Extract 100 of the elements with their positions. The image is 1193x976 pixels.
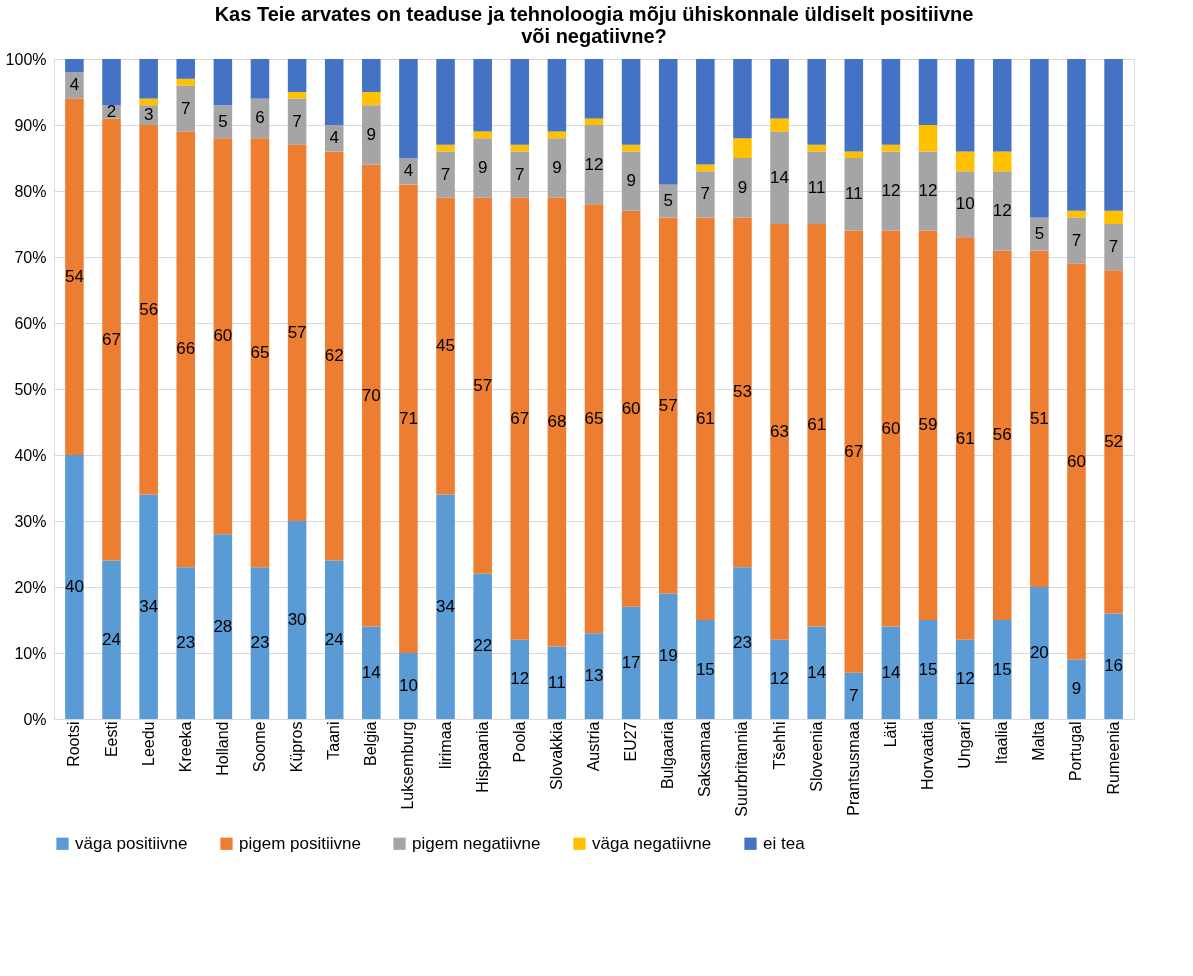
bar [992, 620, 1012, 719]
bar [807, 151, 826, 224]
legend-label: väga negatiivne [592, 833, 712, 853]
bar [510, 144, 530, 152]
bar [139, 59, 158, 99]
data-label: 61 [955, 428, 975, 448]
data-label: 57 [658, 395, 678, 415]
x-tick-label: Küpros [288, 721, 306, 773]
bar [287, 144, 307, 521]
data-label: 10 [398, 676, 418, 695]
x-tick-label: Bulgaaria [659, 721, 677, 790]
data-label: 12 [510, 669, 530, 689]
x-tick-label: Rumeenia [1104, 721, 1122, 795]
bar [918, 125, 938, 152]
bar [844, 230, 864, 673]
bar [399, 184, 418, 653]
data-label: 11 [844, 184, 863, 204]
bar [918, 151, 938, 231]
data-label: 12 [770, 669, 790, 689]
bar [584, 633, 604, 719]
y-tick-label: 60% [14, 314, 47, 332]
bar [881, 626, 901, 719]
y-tick-label: 50% [14, 380, 47, 398]
x-tick-label: Horvaatia [919, 721, 937, 790]
bar [584, 59, 604, 119]
bar [1030, 587, 1049, 719]
data-label: 56 [992, 425, 1012, 445]
bar [436, 494, 455, 719]
bar [1067, 210, 1086, 218]
bar [139, 494, 158, 719]
bar [1067, 59, 1086, 211]
bar [250, 567, 270, 719]
data-label: 62 [324, 346, 344, 365]
bar [324, 151, 344, 561]
bar [547, 197, 567, 647]
x-tick-label: Iirimaa [436, 721, 454, 770]
bar [65, 59, 84, 73]
data-label: 9 [737, 177, 748, 197]
bar [65, 72, 84, 99]
data-label: 53 [732, 382, 752, 402]
data-label: 34 [139, 596, 159, 616]
bar [436, 59, 455, 145]
bar [733, 138, 752, 158]
data-label: 28 [213, 616, 233, 636]
bar [696, 164, 715, 172]
bar [1104, 613, 1123, 719]
bar [473, 138, 492, 198]
data-label: 9 [366, 124, 377, 144]
data-label: 71 [398, 408, 418, 428]
bar [992, 59, 1012, 152]
data-label: 60 [1067, 451, 1086, 471]
data-label: 24 [102, 629, 121, 649]
bar [324, 59, 344, 125]
x-tick-label: Suurbritannia [733, 721, 751, 817]
data-label: 13 [584, 666, 604, 686]
data-label: 7 [181, 98, 191, 118]
bar [844, 151, 864, 158]
data-label: 14 [361, 662, 381, 682]
bar [139, 98, 158, 106]
bar [102, 59, 121, 106]
x-tick-label: Poola [510, 721, 528, 763]
data-label: 19 [658, 646, 678, 666]
bar [102, 118, 121, 561]
bar [733, 158, 752, 218]
bar [473, 131, 492, 139]
x-tick-label: Hispaania [473, 721, 491, 793]
x-tick-label: Portugal [1067, 721, 1085, 782]
bar [1030, 250, 1049, 587]
x-tick-label: Leedu [139, 721, 157, 766]
data-label: 67 [844, 441, 864, 461]
x-tick-label: Itaalia [993, 721, 1011, 765]
bar [584, 204, 604, 634]
bar [696, 171, 715, 218]
bar [807, 59, 826, 145]
bar [770, 639, 789, 719]
bar [696, 620, 715, 719]
bar [399, 653, 418, 719]
data-label: 3 [143, 105, 154, 125]
data-label: 12 [992, 200, 1012, 220]
bar [992, 151, 1012, 172]
data-label: 10 [955, 194, 975, 214]
x-tick-label: Eesti [102, 721, 120, 758]
bar [473, 197, 492, 574]
data-label: 17 [621, 652, 641, 672]
bar [176, 59, 196, 79]
bar [955, 237, 975, 640]
legend-label: väga positiivne [75, 833, 188, 853]
bar [102, 560, 121, 719]
bar [658, 59, 678, 185]
y-tick-label: 0% [23, 710, 47, 728]
x-tick-label: Soome [250, 721, 268, 773]
data-label: 61 [807, 415, 827, 435]
data-label: 52 [1104, 431, 1124, 451]
bar [770, 131, 789, 224]
data-label: 57 [473, 375, 493, 395]
text: Kas Teie arvates on teaduse ja tehnoloogia mõju ühiskonnale üldiselt positiivne [214, 3, 974, 25]
bar [547, 646, 567, 719]
x-tick-label: Malta [1030, 721, 1048, 761]
bar [399, 59, 418, 158]
data-label: 65 [584, 408, 604, 428]
